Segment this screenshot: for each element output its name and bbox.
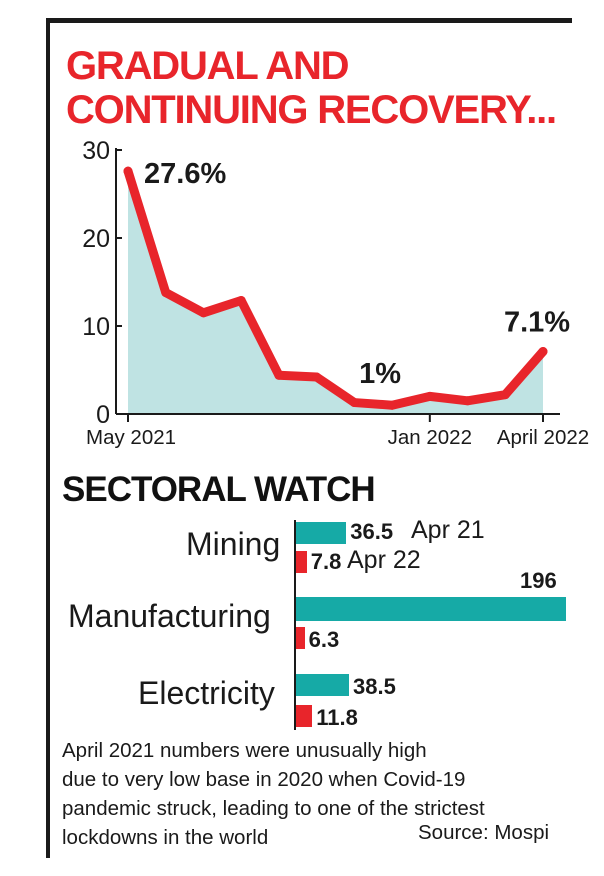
- title-line-1: GRADUAL AND: [66, 44, 350, 88]
- series-line: [123, 166, 548, 410]
- legend-label-apr22: Apr 22: [347, 546, 421, 574]
- footnote-line-1: April 2021 numbers were unusually high: [62, 739, 427, 762]
- footnote: April 2021 numbers were unusually high d…: [62, 736, 582, 852]
- bar-electricity-apr22: [296, 705, 313, 727]
- category-label-mining: Mining: [186, 526, 281, 562]
- frame-top-border: [46, 18, 572, 23]
- data-point: [123, 166, 133, 176]
- value-electricity-apr22: 11.8: [316, 705, 358, 730]
- data-annotation: 7.1%: [504, 307, 570, 339]
- data-point: [312, 372, 322, 382]
- value-mining-apr22: 7.8: [310, 549, 342, 574]
- bar-manufacturing-apr22: [296, 627, 305, 649]
- value-manufacturing-apr22: 6.3: [308, 627, 340, 652]
- category-label-manufacturing: Manufacturing: [68, 598, 271, 634]
- y-tick-label: 20: [82, 225, 110, 253]
- data-point: [500, 390, 510, 400]
- data-point: [236, 295, 246, 305]
- bar-chart-axis: [294, 520, 296, 730]
- value-mining-apr21: 36.5: [350, 519, 394, 544]
- data-point: [387, 400, 397, 410]
- y-tick-label: 0: [96, 401, 110, 429]
- value-manufacturing-apr21: 196: [520, 568, 557, 593]
- data-point: [198, 308, 208, 318]
- data-annotation: 27.6%: [144, 158, 226, 190]
- data-point: [463, 396, 473, 406]
- y-tick-label: 10: [82, 313, 110, 341]
- x-tick-label: Jan 2022: [388, 426, 472, 449]
- area-fill: [128, 171, 543, 414]
- data-point: [161, 288, 171, 298]
- frame-left-border: [46, 18, 50, 858]
- category-label-electricity: Electricity: [138, 675, 275, 711]
- sectoral-watch-title: SECTORAL WATCH: [62, 470, 376, 509]
- data-point: [349, 398, 359, 408]
- value-electricity-apr21: 38.5: [353, 674, 396, 699]
- data-point: [538, 347, 548, 357]
- bar-mining-apr21: [296, 522, 347, 544]
- bar-mining-apr22: [296, 551, 307, 573]
- x-tick-label: April 2022: [497, 426, 589, 449]
- y-tick-label: 30: [82, 137, 110, 165]
- chart-title: GRADUAL AND CONTINUING RECOVERY...: [66, 44, 586, 132]
- bar-electricity-apr21: [296, 674, 350, 696]
- footnote-line-3: pandemic struck, leading to one of the s…: [62, 797, 485, 820]
- footnote-line-2: due to very low base in 2020 when Covid-…: [62, 768, 466, 791]
- data-point: [274, 370, 284, 380]
- recovery-line-chart: 0 10 20 30 May 2021 Jan 2022 April 2022 27.6% 1%…: [82, 137, 589, 449]
- data-annotation: 1%: [359, 358, 401, 390]
- x-tick-label: May 2021: [86, 426, 176, 449]
- source-credit: Source: Mospi: [418, 821, 550, 844]
- footnote-line-4: lockdowns in the world: [62, 826, 269, 849]
- data-point: [425, 391, 435, 401]
- bar-manufacturing-apr21: [296, 597, 566, 621]
- title-line-2: CONTINUING RECOVERY...: [66, 88, 557, 132]
- legend-label-apr21: Apr 21: [411, 516, 485, 544]
